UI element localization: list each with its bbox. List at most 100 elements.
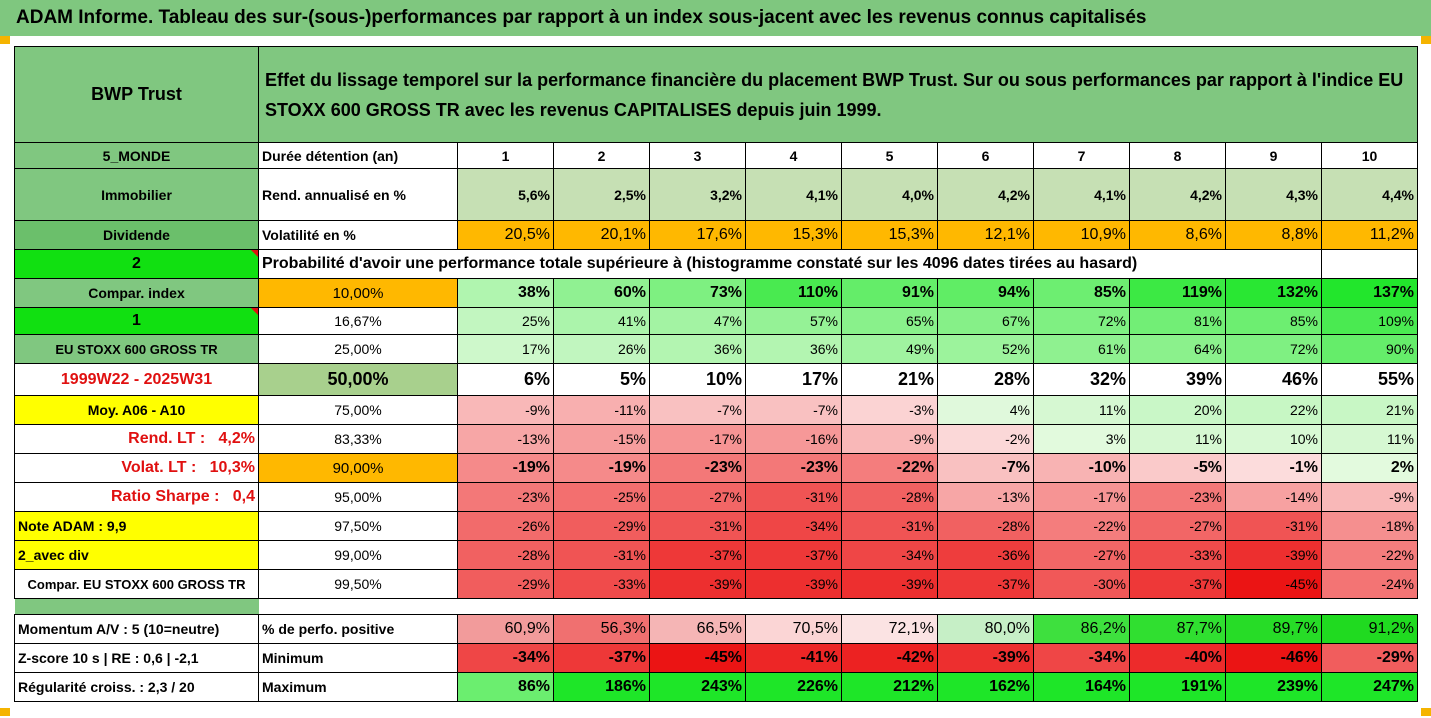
quantile-value: -13%	[937, 482, 1034, 512]
pos-value: 56,3%	[553, 614, 650, 644]
performance-table: BWP Trust Effet du lissage temporel sur …	[14, 46, 1418, 702]
quantile-value: -28%	[457, 540, 554, 570]
quantile-value: -18%	[1321, 511, 1418, 541]
min-value: -39%	[937, 643, 1034, 673]
vol-value: 15,3%	[745, 220, 842, 250]
quantile-value: 26%	[553, 334, 650, 364]
quantile-value: -39%	[841, 569, 938, 599]
quantile-value: -7%	[649, 395, 746, 425]
max-value: 191%	[1129, 672, 1226, 702]
sharpe: Ratio Sharpe : 0,4	[14, 482, 259, 512]
quantile-value: 41%	[553, 307, 650, 335]
vol-value: 8,8%	[1225, 220, 1322, 250]
quantile-value: 32%	[1033, 363, 1130, 396]
quantile-value: 28%	[937, 363, 1034, 396]
separator	[259, 599, 1418, 615]
quantile-value: -25%	[553, 482, 650, 512]
max-value: 212%	[841, 672, 938, 702]
quantile-value: -23%	[649, 453, 746, 483]
quantile-value: 81%	[1129, 307, 1226, 335]
min-value: -46%	[1225, 643, 1322, 673]
zone-label: 5_MONDE	[14, 142, 259, 169]
quantile-value: 49%	[841, 334, 938, 364]
quantile-percent: 10,00%	[258, 278, 458, 308]
quantile-value: 36%	[745, 334, 842, 364]
regularite-label: Régularité croiss. : 2,3 / 20	[14, 672, 259, 702]
quantile-value: 110%	[745, 278, 842, 308]
quantile-value: 65%	[841, 307, 938, 335]
max-value: 162%	[937, 672, 1034, 702]
quantile-value: 21%	[1321, 395, 1418, 425]
pos-value: 91,2%	[1321, 614, 1418, 644]
quantile-value: 109%	[1321, 307, 1418, 335]
quantile-value: -39%	[1225, 540, 1322, 570]
selector-1[interactable]: 1	[14, 307, 259, 335]
momentum-label: Momentum A/V : 5 (10=neutre)	[14, 614, 259, 644]
empty-cell	[1321, 249, 1418, 279]
pos-value: 60,9%	[457, 614, 554, 644]
quantile-value: -24%	[1321, 569, 1418, 599]
index-name: EU STOXX 600 GROSS TR	[14, 334, 259, 364]
quantile-value: 52%	[937, 334, 1034, 364]
quantile-value: -33%	[1129, 540, 1226, 570]
quantile-value: 17%	[745, 363, 842, 396]
quantile-value: -17%	[1033, 482, 1130, 512]
quantile-value: -19%	[553, 453, 650, 483]
quantile-percent: 97,50%	[258, 511, 458, 541]
quantile-value: -31%	[649, 511, 746, 541]
period-label: 1999W22 - 2025W31	[14, 363, 259, 396]
quantile-value: 39%	[1129, 363, 1226, 396]
min-value: -34%	[1033, 643, 1130, 673]
pos-value: 80,0%	[937, 614, 1034, 644]
table-description: Effet du lissage temporel sur la perform…	[258, 46, 1418, 143]
sharpe-label: Ratio Sharpe :	[110, 488, 220, 505]
report-title: ADAM Informe. Tableau des sur-(sous-)per…	[0, 0, 1431, 36]
vol-value: 12,1%	[937, 220, 1034, 250]
pos-value: 70,5%	[745, 614, 842, 644]
max-value: 226%	[745, 672, 842, 702]
min-value: -40%	[1129, 643, 1226, 673]
probability-label: Probabilité d'avoir une performance tota…	[258, 249, 1322, 279]
max-value: 247%	[1321, 672, 1418, 702]
quantile-value: -15%	[553, 424, 650, 454]
quantile-value: 90%	[1321, 334, 1418, 364]
quantile-value: 94%	[937, 278, 1034, 308]
rend-value: 4,1%	[1033, 168, 1130, 221]
min-value: -29%	[1321, 643, 1418, 673]
horizon-4: 4	[745, 142, 842, 169]
vol-label: Volatilité en %	[258, 220, 458, 250]
vol-value: 15,3%	[841, 220, 938, 250]
pos-value: 87,7%	[1129, 614, 1226, 644]
horizon-5: 5	[841, 142, 938, 169]
selector-2[interactable]: 2	[14, 249, 259, 279]
quantile-value: 137%	[1321, 278, 1418, 308]
quantile-value: -31%	[553, 540, 650, 570]
horizon-3: 3	[649, 142, 746, 169]
max-value: 243%	[649, 672, 746, 702]
quantile-value: -22%	[1033, 511, 1130, 541]
quantile-value: -27%	[1129, 511, 1226, 541]
quantile-value: 72%	[1033, 307, 1130, 335]
sharpe-value: 0,4	[232, 488, 255, 505]
quantile-value: -28%	[841, 482, 938, 512]
quantile-value: -2%	[937, 424, 1034, 454]
horizon-8: 8	[1129, 142, 1226, 169]
quantile-value: 17%	[457, 334, 554, 364]
quantile-value: -22%	[841, 453, 938, 483]
quantile-percent: 75,00%	[258, 395, 458, 425]
quantile-value: 11%	[1129, 424, 1226, 454]
max-value: 186%	[553, 672, 650, 702]
corner-marker	[1421, 36, 1431, 44]
rend-value: 4,1%	[745, 168, 842, 221]
quantile-value: -11%	[553, 395, 650, 425]
pos-value: 66,5%	[649, 614, 746, 644]
quantile-value: -29%	[553, 511, 650, 541]
horizon-6: 6	[937, 142, 1034, 169]
horizon-7: 7	[1033, 142, 1130, 169]
pos-value: 86,2%	[1033, 614, 1130, 644]
max-value: 86%	[457, 672, 554, 702]
quantile-value: -31%	[745, 482, 842, 512]
quantile-value: 22%	[1225, 395, 1322, 425]
sector-label: Immobilier	[14, 168, 259, 221]
quantile-value: 38%	[457, 278, 554, 308]
